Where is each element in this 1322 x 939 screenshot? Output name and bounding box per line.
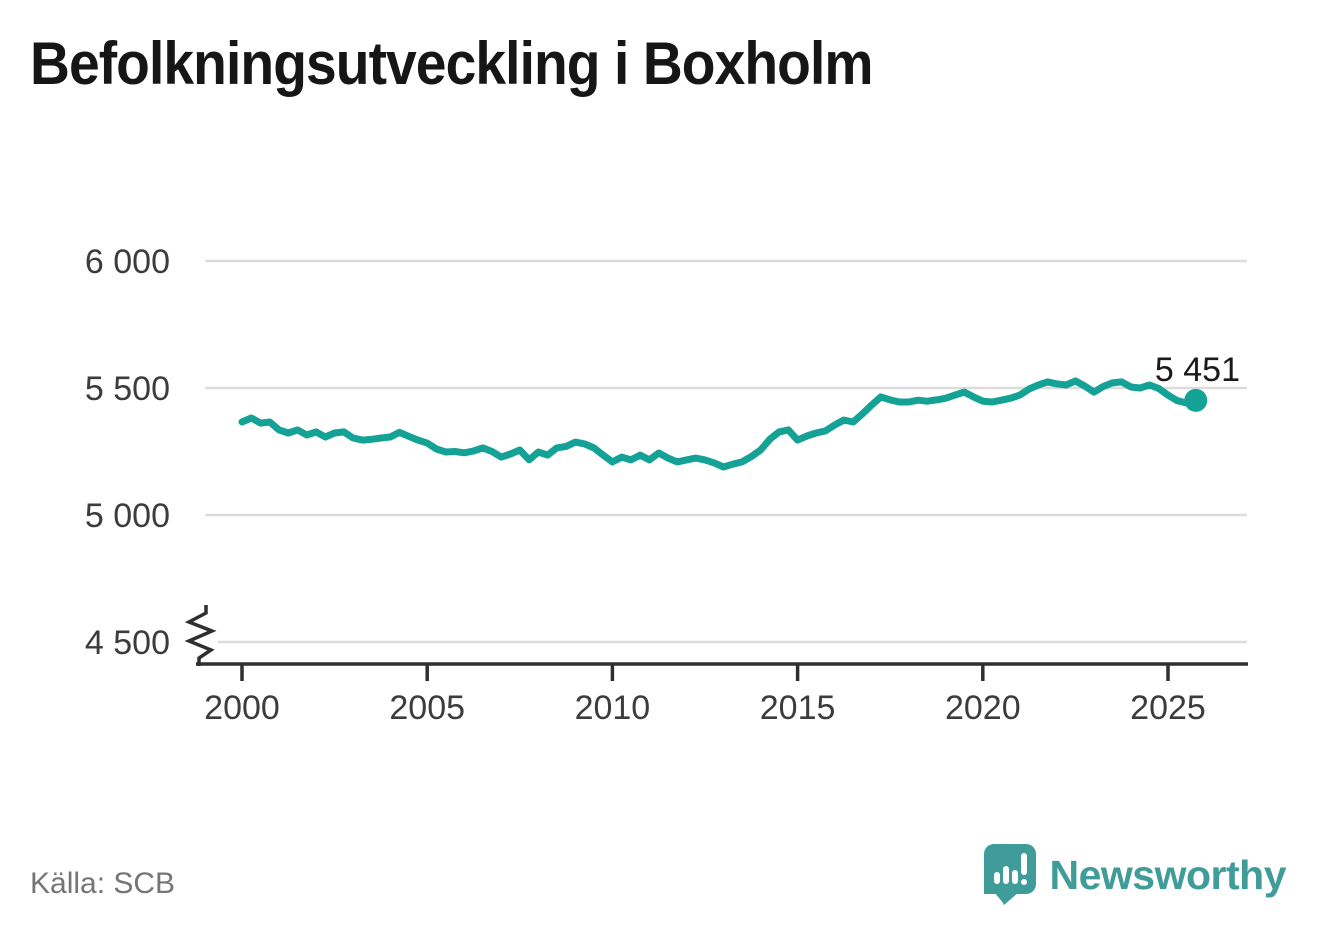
source-note: Källa: SCB (30, 867, 176, 900)
x-tick-label: 2005 (389, 689, 465, 727)
x-tick-label: 2000 (204, 689, 280, 727)
y-tick-label: 6 000 (85, 243, 170, 281)
x-tick-label: 2020 (945, 689, 1021, 727)
y-tick-label: 5 500 (85, 370, 170, 408)
x-axis-ticks (240, 664, 1170, 681)
newsworthy-logo-icon (983, 844, 1036, 905)
last-value-label: 5 451 (1155, 351, 1240, 389)
x-tick-label: 2025 (1130, 689, 1206, 727)
x-tick-label: 2015 (760, 689, 836, 727)
last-point-marker (1184, 388, 1208, 412)
y-axis-labels: 6 000 5 500 5 000 4 500 (85, 243, 170, 662)
y-tick-label: 4 500 (85, 624, 170, 662)
newsworthy-brand: Newsworthy (983, 844, 1287, 906)
chart-title: Befolkningsutveckling i Boxholm (30, 30, 873, 97)
gridlines (205, 259, 1247, 644)
y-tick-label: 5 000 (85, 497, 170, 535)
newsworthy-wordmark: Newsworthy (1049, 851, 1287, 898)
population-line (238, 377, 1200, 471)
y-axis-break-icon (184, 605, 217, 666)
x-tick-label: 2010 (575, 689, 651, 727)
x-axis-labels: 2000 2005 2010 2015 2020 2025 (204, 689, 1206, 727)
